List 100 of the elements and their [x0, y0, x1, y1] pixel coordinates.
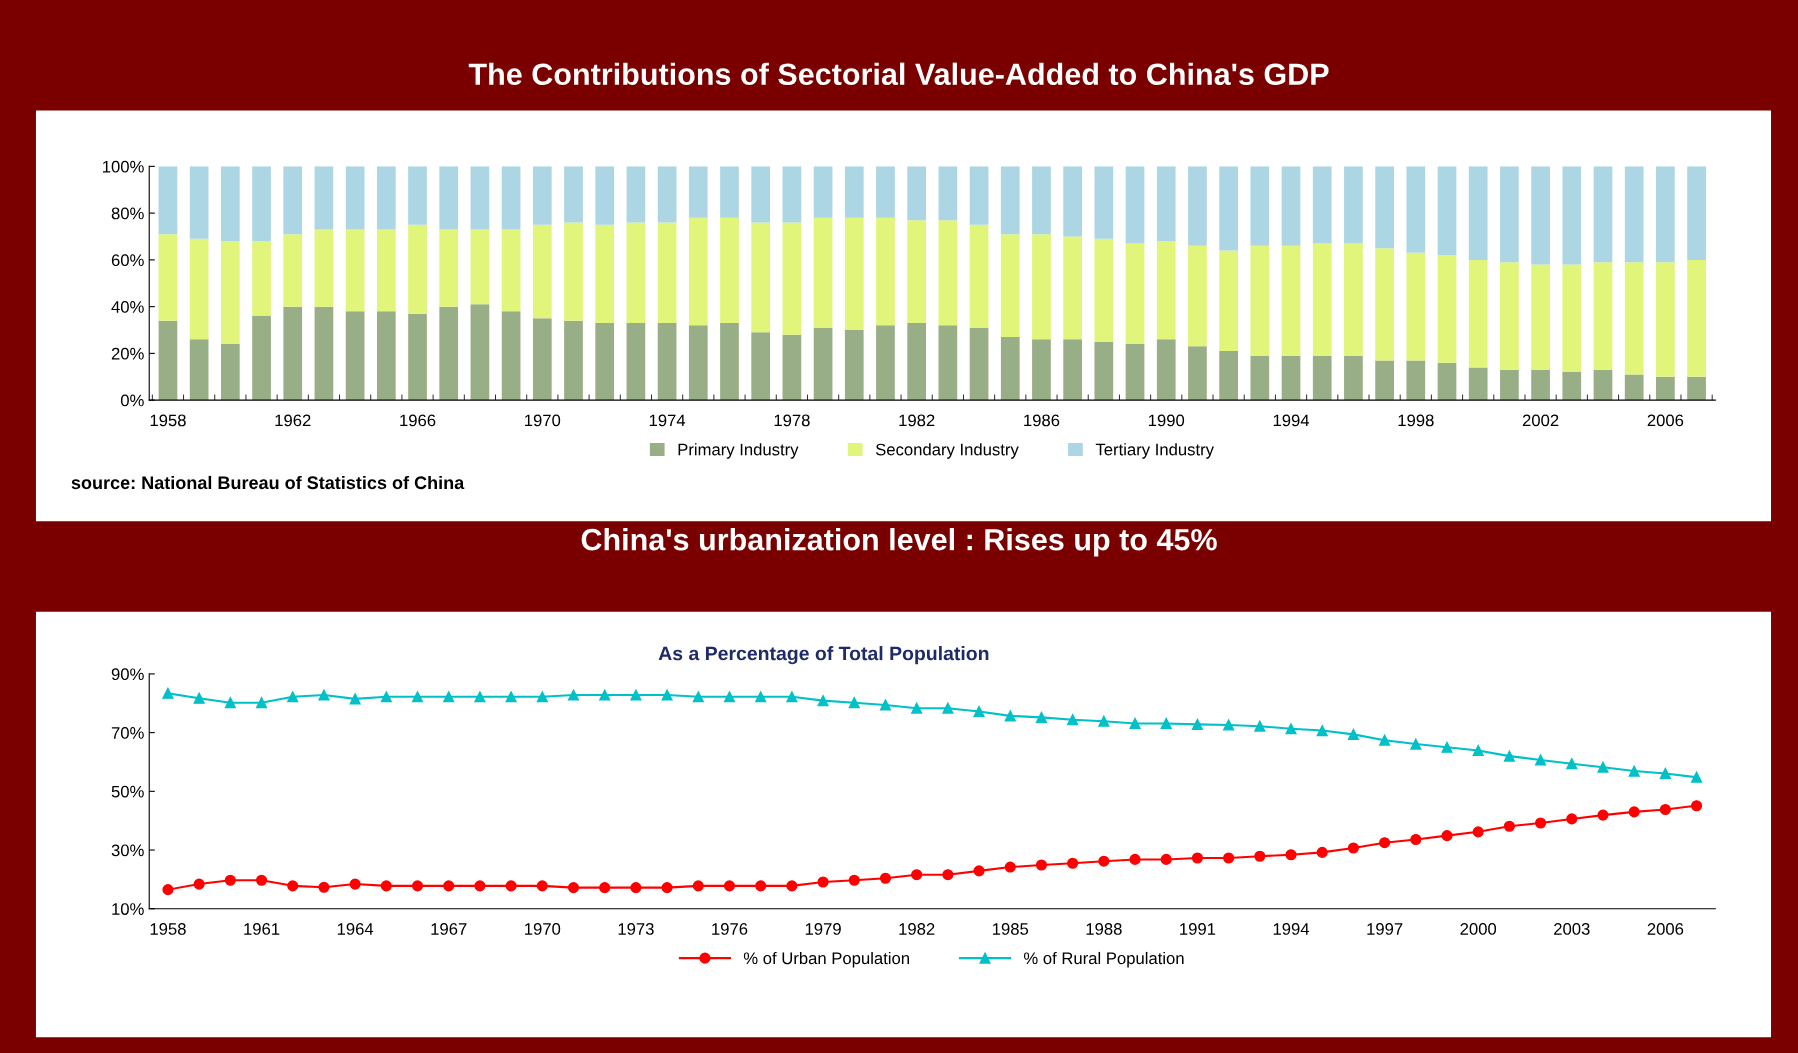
point	[1503, 750, 1515, 762]
point	[1316, 846, 1328, 858]
point	[1347, 842, 1359, 854]
bar	[688, 166, 708, 218]
point	[723, 691, 736, 703]
bar	[595, 323, 615, 401]
point	[1285, 723, 1297, 735]
point	[411, 880, 424, 892]
bar	[1000, 166, 1020, 235]
bar	[439, 306, 459, 401]
bar	[220, 344, 240, 401]
bar	[782, 334, 802, 401]
bar	[283, 306, 303, 401]
bar	[1094, 238, 1114, 342]
y-tick-label: 30%	[111, 844, 144, 857]
x-tick-label: 1979	[805, 923, 841, 935]
bar	[283, 166, 303, 235]
bar	[345, 166, 365, 230]
bar	[1063, 339, 1083, 401]
x-tick-label: 1976	[712, 923, 748, 935]
bar	[844, 330, 864, 401]
bar	[1000, 234, 1020, 338]
point	[1129, 853, 1141, 865]
bar	[501, 166, 521, 230]
bar	[1312, 355, 1332, 401]
bar	[1312, 166, 1332, 244]
point	[567, 689, 580, 701]
text: As a Percentage of Total Population	[658, 646, 989, 665]
bar	[1531, 369, 1550, 401]
point	[817, 876, 829, 888]
bar	[876, 217, 895, 326]
x-tick-label: 2006	[1647, 414, 1684, 427]
legend-label: Tertiary Industry	[1095, 443, 1214, 459]
point	[224, 874, 236, 886]
bar	[969, 166, 989, 225]
bar	[1375, 360, 1394, 401]
bar	[470, 304, 490, 401]
bar	[657, 323, 677, 401]
source-note: source: National Bureau of Statistics of China	[71, 475, 465, 490]
x-tick-label: 1991	[1180, 923, 1216, 935]
point	[1691, 800, 1703, 812]
point	[1441, 830, 1453, 842]
bar	[470, 166, 490, 230]
bar	[220, 166, 240, 242]
bar	[907, 323, 927, 401]
bar	[408, 224, 427, 314]
bar	[938, 166, 958, 221]
point	[193, 692, 205, 704]
point	[1347, 728, 1359, 740]
bar	[408, 166, 427, 225]
point	[1004, 710, 1016, 722]
bar	[720, 217, 739, 323]
bar	[470, 229, 490, 305]
point	[1659, 803, 1671, 816]
x-tick-label: 1958	[150, 414, 186, 427]
bar	[1624, 166, 1644, 263]
point	[1035, 711, 1048, 723]
point	[505, 880, 517, 892]
bar	[532, 318, 552, 401]
point	[1191, 852, 1203, 864]
point	[474, 691, 486, 703]
x-tick-label: 1998	[1398, 414, 1434, 427]
point	[255, 874, 268, 886]
point	[879, 872, 892, 884]
bar	[158, 166, 178, 235]
bar	[688, 325, 708, 401]
bar	[1156, 166, 1176, 242]
x-tick-label: 1986	[1024, 414, 1060, 427]
bar	[1188, 166, 1207, 246]
point	[1098, 715, 1110, 727]
point	[848, 874, 860, 886]
bar	[720, 323, 739, 401]
point	[1316, 725, 1328, 737]
bar	[1531, 166, 1550, 265]
bar	[408, 313, 427, 401]
bar	[1000, 337, 1020, 401]
bar	[1063, 166, 1083, 237]
bar	[1531, 264, 1550, 370]
x-tick-label: 1978	[774, 414, 810, 427]
point	[380, 691, 392, 703]
point	[973, 705, 985, 718]
bar	[938, 220, 958, 326]
point	[973, 865, 985, 877]
bar	[252, 166, 271, 242]
bar	[626, 222, 646, 323]
x-tick-label: 2002	[1522, 414, 1559, 427]
point	[1254, 850, 1266, 862]
bar	[969, 327, 989, 401]
bar	[1437, 166, 1457, 256]
bar	[1219, 250, 1238, 352]
x-tick-label: 1973	[618, 923, 654, 935]
point	[1566, 813, 1578, 825]
y-tick-label: 40%	[111, 301, 144, 313]
bar	[189, 238, 209, 340]
point	[536, 880, 548, 892]
point	[755, 691, 767, 703]
bar	[220, 241, 240, 345]
bar	[1281, 245, 1301, 356]
point	[1160, 853, 1172, 865]
bar	[1250, 355, 1270, 401]
